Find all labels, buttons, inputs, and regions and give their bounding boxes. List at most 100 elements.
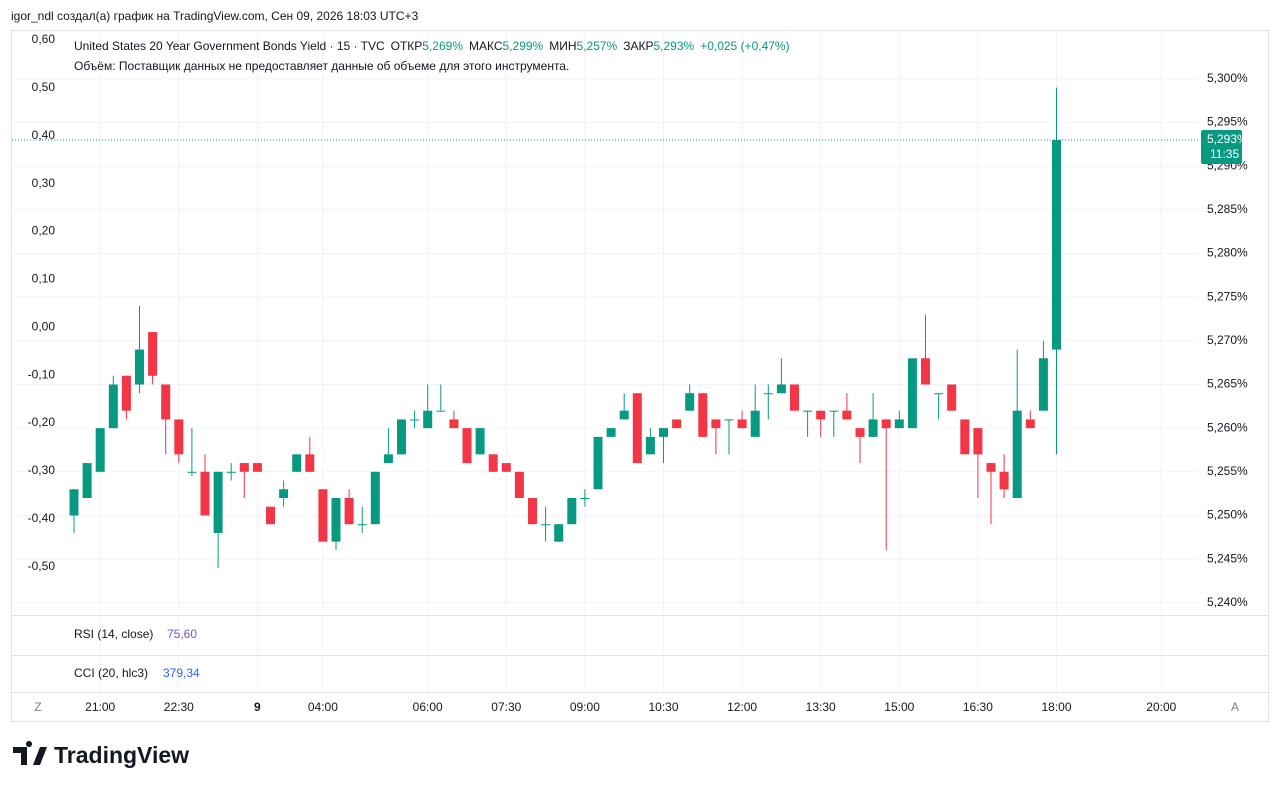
candle-body [999, 471, 1009, 490]
candle-body [894, 419, 904, 429]
candle-body [239, 463, 249, 472]
y-tick-label: 5,260% [1207, 420, 1248, 434]
candle-body [436, 410, 446, 412]
indicator-value: 75,60 [167, 627, 197, 641]
x-tick-label: 21:00 [85, 700, 115, 714]
last-price-label: 5,293% [1207, 132, 1248, 146]
candle-body [881, 419, 891, 429]
candle-body [121, 375, 131, 411]
y-tick-label: 5,275% [1207, 289, 1248, 303]
attribution: igor_ndl создал(а) график на TradingView… [11, 9, 419, 23]
frame [11, 30, 1269, 722]
y2-tick-label: 0,50 [32, 80, 56, 94]
indicator-name: RSI (14, close) [74, 627, 153, 641]
y2-tick-label: -0,30 [28, 463, 56, 477]
x-tick-label: 10:30 [648, 700, 678, 714]
candle-body [449, 419, 459, 429]
candle-body [855, 428, 865, 437]
x-tick-label: 12:00 [727, 700, 757, 714]
y2-tick-label: 0,00 [32, 319, 56, 333]
candle-body [528, 498, 537, 525]
legend-change: +0,025 (+0,47%) [700, 39, 789, 53]
candle-body [514, 471, 524, 498]
x-tick-label: 07:30 [491, 700, 521, 714]
candle-body [567, 498, 577, 525]
candle-body [986, 463, 996, 472]
candle-body [842, 410, 852, 420]
y-tick-label: 5,270% [1207, 333, 1248, 347]
y-tick-label: 5,295% [1207, 115, 1248, 129]
candle-body [685, 393, 695, 411]
candle-body [213, 471, 223, 533]
candle-body [1025, 419, 1035, 429]
y-tick-label: 5,285% [1207, 202, 1248, 216]
candle-body [776, 384, 786, 394]
legend-value: 5,257% [577, 39, 618, 53]
candle-body [318, 489, 328, 542]
candle-body [410, 419, 420, 421]
candle-body [763, 393, 773, 395]
candle-body [580, 498, 590, 499]
candle-body [370, 471, 380, 525]
symbol: United States 20 Year Government Bonds Y… [74, 39, 385, 53]
axis-button[interactable]: A [1231, 700, 1239, 714]
candle-body [619, 410, 629, 420]
candle-body [1012, 410, 1022, 498]
y2-tick-label: 0,20 [32, 224, 56, 238]
legend-label: ОТКР [391, 39, 423, 53]
y2-tick-label: -0,20 [28, 415, 56, 429]
legend: United States 20 Year Government Bonds Y… [74, 39, 790, 53]
legend-value: 5,299% [503, 39, 544, 53]
candle-body [737, 419, 747, 429]
candle-body [868, 419, 878, 437]
candle-body [711, 419, 721, 429]
grid [12, 31, 1198, 692]
candle-body [95, 428, 105, 472]
y2-tick-label: 0,10 [32, 272, 56, 286]
candle-body [554, 524, 564, 542]
legend-label: ЗАКР [623, 39, 653, 53]
countdown: 11:35 [1210, 147, 1239, 161]
y-tick-label: 5,250% [1207, 508, 1248, 522]
candle-body [488, 454, 498, 472]
last-price-box [1201, 130, 1242, 165]
y-tick-label: 5,255% [1207, 464, 1248, 478]
legend-label: МИН [549, 39, 576, 53]
y-tick-label: 5,300% [1207, 71, 1248, 85]
candle-body [1052, 140, 1061, 350]
candle-body [423, 410, 433, 429]
candle-body [344, 498, 354, 525]
candle-body [187, 471, 197, 473]
x-tick-label: 06:00 [413, 700, 443, 714]
candle-body [161, 384, 171, 420]
y2-tick-label: -0,50 [28, 559, 56, 573]
candle-body [973, 428, 983, 455]
legend-label: МАКС [469, 39, 503, 53]
y-tick-label: 5,265% [1207, 377, 1248, 391]
candle-body [383, 454, 393, 464]
candle-body [907, 358, 917, 429]
candle-body [475, 428, 485, 455]
y2-tick-label: 0,40 [32, 128, 56, 142]
logo-text: TradingView [54, 742, 189, 768]
candle-body [934, 393, 944, 395]
candle-body [790, 384, 799, 411]
axis-button[interactable]: Z [34, 700, 41, 714]
candle-body [266, 506, 275, 525]
candle-body [501, 463, 511, 472]
candle-body [960, 419, 970, 455]
x-tick-label: 16:30 [963, 700, 993, 714]
candle-body [947, 384, 957, 411]
candles [69, 87, 1061, 568]
logo-icon [13, 741, 47, 765]
candle-body [921, 358, 930, 385]
candle-body [200, 471, 210, 516]
x-tick-label: 04:00 [308, 700, 338, 714]
candle-body [645, 436, 655, 455]
x-tick-label: 09:00 [570, 700, 600, 714]
legend-value: 5,269% [422, 39, 463, 53]
candle-body [750, 410, 760, 437]
y2-tick-label: -0,10 [28, 367, 56, 381]
candle-body [462, 428, 472, 464]
